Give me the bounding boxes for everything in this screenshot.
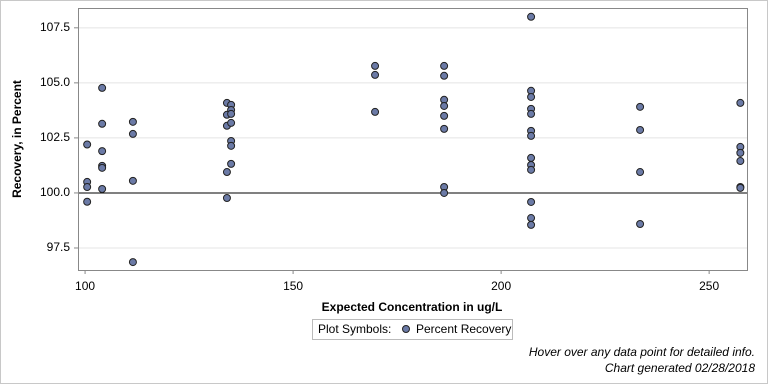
x-tick-label: 250: [699, 279, 719, 293]
x-tick-label: 200: [491, 279, 511, 293]
data-point: [440, 111, 449, 120]
data-point: [527, 220, 536, 229]
data-point: [227, 118, 236, 127]
grid: [78, 27, 747, 249]
data-point: [440, 101, 449, 110]
data-point: [98, 147, 107, 156]
y-tick-label: 107.5: [40, 20, 70, 34]
data-point: [98, 83, 107, 92]
data-point: [98, 163, 107, 172]
data-point: [371, 70, 380, 79]
data-point: [128, 176, 137, 185]
data-point: [527, 165, 536, 174]
data-point: [128, 117, 137, 126]
data-point: [527, 214, 536, 223]
data-point: [83, 182, 92, 191]
data-point: [736, 148, 745, 157]
data-point: [371, 107, 380, 116]
data-point: [527, 92, 536, 101]
data-point: [227, 109, 236, 118]
y-tick-label: 97.5: [47, 240, 71, 254]
data-point: [227, 141, 236, 150]
data-point: [227, 159, 236, 168]
data-point: [440, 124, 449, 133]
data-point: [527, 12, 536, 21]
data-point: [636, 219, 645, 228]
legend-title: Plot Symbols:: [318, 322, 391, 336]
plot-border: [78, 8, 748, 271]
data-point: [128, 258, 137, 267]
data-point: [636, 168, 645, 177]
data-point: [527, 153, 536, 162]
y-tick-label: 105.0: [40, 75, 70, 89]
data-point: [527, 197, 536, 206]
y-tick-label: 100.0: [40, 185, 70, 199]
x-axis-title: Expected Concentration in ug/L: [322, 300, 503, 314]
data-point: [440, 61, 449, 70]
data-point: [222, 194, 231, 203]
data-point: [98, 119, 107, 128]
x-tick-label: 150: [283, 279, 303, 293]
data-point: [128, 129, 137, 138]
data-point: [527, 109, 536, 118]
data-point: [98, 184, 107, 193]
data-point: [440, 188, 449, 197]
y-axis-title: Recovery, in Percent: [10, 80, 24, 198]
legend-box: [312, 319, 513, 340]
legend-label: Percent Recovery: [416, 322, 511, 336]
footnote: Hover over any data point for detailed i…: [529, 345, 755, 359]
data-point: [83, 197, 92, 206]
x-tick-label: 100: [75, 279, 95, 293]
data-point: [527, 131, 536, 140]
data-point: [222, 168, 231, 177]
data-point: [736, 98, 745, 107]
footnote: Chart generated 02/28/2018: [605, 361, 755, 375]
y-tick-label: 102.5: [40, 130, 70, 144]
data-point: [440, 71, 449, 80]
legend-symbol: [402, 325, 410, 333]
marks: [83, 12, 745, 267]
data-point: [736, 157, 745, 166]
data-point: [636, 102, 645, 111]
data-point: [736, 183, 745, 192]
data-point: [371, 61, 380, 70]
data-point: [636, 125, 645, 134]
data-point: [83, 140, 92, 149]
